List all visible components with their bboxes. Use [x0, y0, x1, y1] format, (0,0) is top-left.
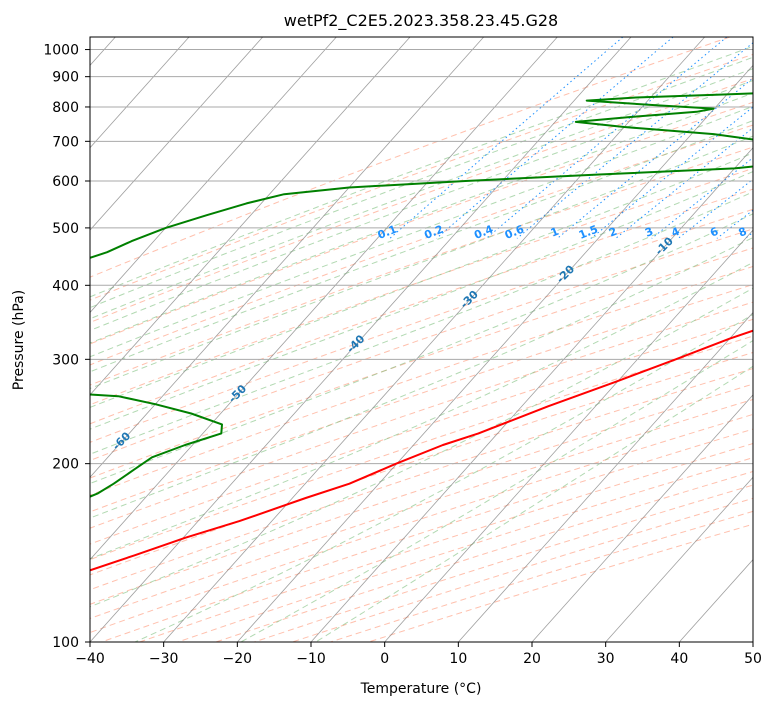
- plot-frame: [89, 36, 754, 643]
- dry-adiabat-line: [90, 335, 753, 561]
- mixing-ratio-label: 3: [643, 225, 655, 240]
- sounding-profiles: [90, 92, 753, 572]
- isotherm-line: [237, 64, 753, 642]
- moist-adiabat-line: [134, 313, 753, 642]
- mixing-ratio-label: 2: [607, 225, 619, 240]
- dry-adiabat-line: [90, 228, 753, 461]
- isotherm-line: [90, 37, 263, 231]
- plot-area: -100-90-80-70-60-50-40-30-20-10010203040…: [0, 37, 775, 642]
- x-axis-label: Temperature (°C): [360, 681, 482, 697]
- mixing-ratio-label: 4: [670, 225, 682, 240]
- dry-adiabat-line: [90, 413, 753, 634]
- x-tick-label: −30: [149, 651, 179, 667]
- dry-adiabat-line: [330, 510, 753, 642]
- isotherm-label: 0: [765, 200, 775, 215]
- x-tick-label: 40: [670, 651, 688, 667]
- isotherm-line: [752, 641, 753, 642]
- moist-adiabat-line: [90, 287, 753, 608]
- mixing-ratio-line: [615, 127, 753, 239]
- moist-adiabat-line: [90, 56, 753, 309]
- dry-adiabat-line: [368, 523, 753, 642]
- y-tick-label: 600: [52, 174, 79, 190]
- y-axis-ticks: 100 200 300 400 500 600 700 800 900 1000: [43, 43, 90, 651]
- isotherm-line: [90, 37, 484, 478]
- moist-adiabat-line: [90, 261, 753, 560]
- dry-adiabat-line: [139, 442, 753, 642]
- x-axis-ticks: −40 −30 −20 −10 0 10 20 30 40 50: [75, 642, 762, 667]
- pressure-gridlines: [90, 49, 753, 642]
- mixing-ratio-line: [590, 106, 753, 239]
- y-tick-label: 300: [52, 352, 79, 368]
- isotherm-line: [90, 37, 337, 314]
- mixing-ratio-line: [677, 178, 753, 239]
- dry-adiabat-line: [215, 470, 753, 642]
- isotherm-line: [605, 476, 753, 642]
- moist-adiabat-line: [90, 45, 753, 298]
- y-tick-label: 500: [52, 221, 79, 237]
- mixing-ratio-line: [436, 37, 674, 239]
- mixing-ratio-line: [516, 42, 753, 239]
- x-tick-label: 20: [523, 651, 541, 667]
- mixing-ratio-label: 1.5: [577, 223, 600, 242]
- y-tick-label: 200: [52, 457, 79, 473]
- dry-adiabat-line: [90, 383, 753, 605]
- dry-adiabat-line: [90, 301, 753, 529]
- dry-adiabat-line: [101, 428, 753, 642]
- mixing-ratio-label: 10: [756, 223, 775, 241]
- mixing-ratio-line: [485, 37, 728, 239]
- dry-adiabat-line: [90, 78, 753, 323]
- x-tick-label: −40: [75, 651, 105, 667]
- mixing-ratio-labels: 0.10.20.40.611.52346810131620253036: [376, 222, 775, 242]
- mixing-ratio-label: 6: [708, 225, 720, 240]
- isotherm-line: [310, 147, 753, 642]
- moist-adiabats: [90, 45, 753, 642]
- dry-adiabat-line: [90, 283, 753, 513]
- y-tick-label: 800: [52, 100, 79, 116]
- mixing-ratio-label: 1: [549, 225, 561, 240]
- isotherm-line: [90, 37, 558, 561]
- moist-adiabat-line: [90, 68, 753, 320]
- moist-adiabat-line: [90, 79, 753, 332]
- x-tick-label: 50: [744, 651, 762, 667]
- mixing-ratio-line: [768, 37, 775, 238]
- moist-adiabat-line: [90, 171, 753, 430]
- dewpoint-profile-line: [90, 92, 753, 498]
- moist-adiabat-line: [90, 105, 753, 358]
- isotherm-line: [90, 37, 632, 642]
- mixing-ratio-label: 0.2: [422, 223, 445, 242]
- isotherm-label: -70: [0, 479, 16, 502]
- temperature-profile-line: [90, 329, 753, 572]
- isotherm-line: [163, 37, 705, 642]
- y-tick-label: 1000: [43, 43, 79, 59]
- dry-adiabat-line: [90, 188, 753, 425]
- y-tick-label: 100: [52, 635, 79, 651]
- dry-adiabat-line: [90, 167, 753, 406]
- moist-adiabat-line: [315, 365, 753, 642]
- isotherms: [90, 37, 753, 642]
- x-tick-label: 0: [380, 651, 389, 667]
- x-tick-label: −10: [296, 651, 326, 667]
- moist-adiabat-line: [90, 135, 753, 390]
- chart-title: wetPf2_C2E5.2023.358.23.45.G28: [284, 11, 558, 31]
- x-tick-label: −20: [223, 651, 253, 667]
- y-tick-label: 700: [52, 134, 79, 150]
- isotherm-line: [384, 229, 753, 642]
- isotherm-line: [90, 37, 411, 396]
- moist-adiabat-line: [240, 339, 753, 642]
- y-axis-label: Pressure (hPa): [11, 290, 27, 390]
- y-tick-label: 900: [52, 70, 79, 86]
- mixing-ratio-lines: [389, 37, 775, 239]
- mixing-ratio-label: 8: [737, 225, 749, 240]
- y-tick-label: 400: [52, 278, 79, 294]
- isotherm-line: [90, 37, 190, 149]
- isotherm-line: [531, 394, 753, 642]
- dry-adiabat-line: [90, 53, 753, 301]
- x-tick-label: 30: [597, 651, 615, 667]
- mixing-ratio-line: [389, 37, 624, 239]
- x-tick-label: 10: [449, 651, 467, 667]
